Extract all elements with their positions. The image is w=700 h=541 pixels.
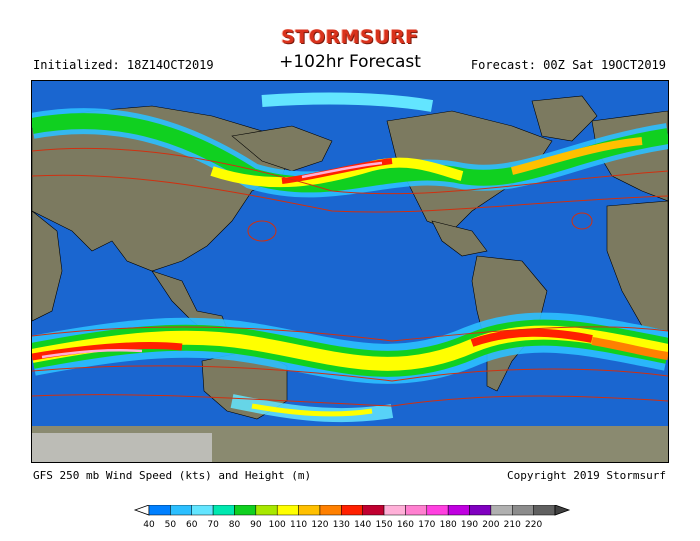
jet-south-core-west [41,349,143,359]
scale-tick-label: 200 [482,520,499,530]
forecast-valid-time: Forecast: 00Z Sat 19OCT2019 [470,58,666,72]
jet-south-band-120-east [591,337,668,360]
stormsurf-logo: STORMSURF [0,26,700,48]
jet-atlantic-band [511,137,643,175]
map-svg [32,81,668,462]
scale-arrow-high [554,504,571,516]
copyright-notice: Copyright 2019 Stormsurf [507,469,666,482]
scale-swatch [234,504,257,516]
color-scale-svg: 40 50 60 70 80 90 100 110 120 130 140 150 160 170 180 1… [133,504,571,530]
scale-swatch [362,504,385,516]
contour-3 [32,326,668,342]
scale-tick-label: 50 [165,520,177,530]
wind-speed-color-scale: 40 50 60 70 80 90 100 110 120 130 140 150 160 170 180 1… [127,504,577,535]
scale-tick-label: 220 [525,520,542,530]
scale-tick-label: 170 [418,520,435,530]
scale-tick-label: 150 [375,520,392,530]
scale-swatch [148,504,171,516]
jet-south-band-130-west [32,341,183,361]
land-siberia [231,125,333,172]
initialized-label: Initialized: 18Z14OCT2019 [33,58,214,72]
scale-swatch [191,504,214,516]
product-description: GFS 250 mb Wind Speed (kts) and Height (… [33,469,312,482]
jet-subpolar-core [251,403,373,417]
scale-swatch [255,504,278,516]
scale-swatch [383,504,406,516]
scale-tick-label: 180 [440,520,457,530]
scale-tick-label: 100 [269,520,286,530]
scale-tick-label: 60 [186,520,198,530]
jet-polar-band [261,92,434,112]
scale-swatch [426,504,449,516]
forecast-hour-title: +102hr Forecast [279,52,421,72]
scale-swatch [276,504,299,516]
scale-swatch [405,504,428,516]
scale-tick-label: 90 [250,520,262,530]
logo-text: STORMSURF [281,26,419,48]
contour-4 [32,365,668,382]
scale-swatch [319,504,342,516]
land-greenland [531,95,598,142]
wind-speed-map [31,80,669,463]
scale-tick-label: 160 [397,520,414,530]
northern-jet [32,92,668,198]
scale-swatch [298,504,321,516]
scale-swatch [490,504,513,516]
antarctica-ice [32,433,212,462]
height-contours [32,147,668,407]
scale-swatch [170,504,192,516]
contour-closed-low-2 [571,212,593,230]
scale-tick-label: 120 [311,520,328,530]
land-africa-east [32,210,63,322]
scale-tick-label: 70 [207,520,219,530]
scale-tick-label: 40 [143,520,155,530]
scale-swatch [212,504,235,516]
scale-swatch [512,504,534,516]
scale-arrow-low [133,504,150,516]
jet-north-band-80 [32,113,668,193]
scale-swatch [533,504,556,516]
scale-tick-label: 140 [354,520,371,530]
land-central-america [431,220,488,257]
scale-swatch [447,504,470,516]
contour-2 [32,174,668,213]
scale-swatch [341,504,363,516]
contour-1 [32,147,668,195]
scale-tick-label: 210 [504,520,521,530]
scale-swatch [469,504,492,516]
scale-tick-label: 130 [333,520,350,530]
scale-tick-label: 110 [290,520,307,530]
scale-tick-label: 190 [461,520,478,530]
jet-north-core [301,161,383,179]
jet-south-band-130-east [470,328,593,347]
contour-5 [32,394,668,407]
contour-closed-low [247,220,277,242]
scale-tick-label: 80 [229,520,241,530]
southern-jet [32,312,668,423]
